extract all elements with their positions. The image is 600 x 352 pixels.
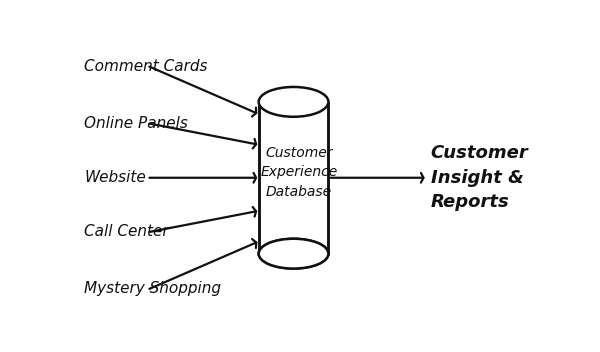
Text: Website: Website bbox=[84, 170, 146, 185]
Ellipse shape bbox=[259, 239, 328, 269]
Ellipse shape bbox=[259, 87, 328, 117]
Text: Call Center: Call Center bbox=[84, 225, 169, 239]
Bar bbox=[259, 102, 328, 254]
Text: Customer
Insight &
Reports: Customer Insight & Reports bbox=[431, 144, 529, 211]
Ellipse shape bbox=[259, 239, 328, 269]
Text: Online Panels: Online Panels bbox=[84, 116, 188, 131]
Text: Mystery Shopping: Mystery Shopping bbox=[84, 281, 221, 296]
Text: Comment Cards: Comment Cards bbox=[84, 59, 208, 74]
Text: Customer
Experience
Database: Customer Experience Database bbox=[260, 146, 338, 199]
